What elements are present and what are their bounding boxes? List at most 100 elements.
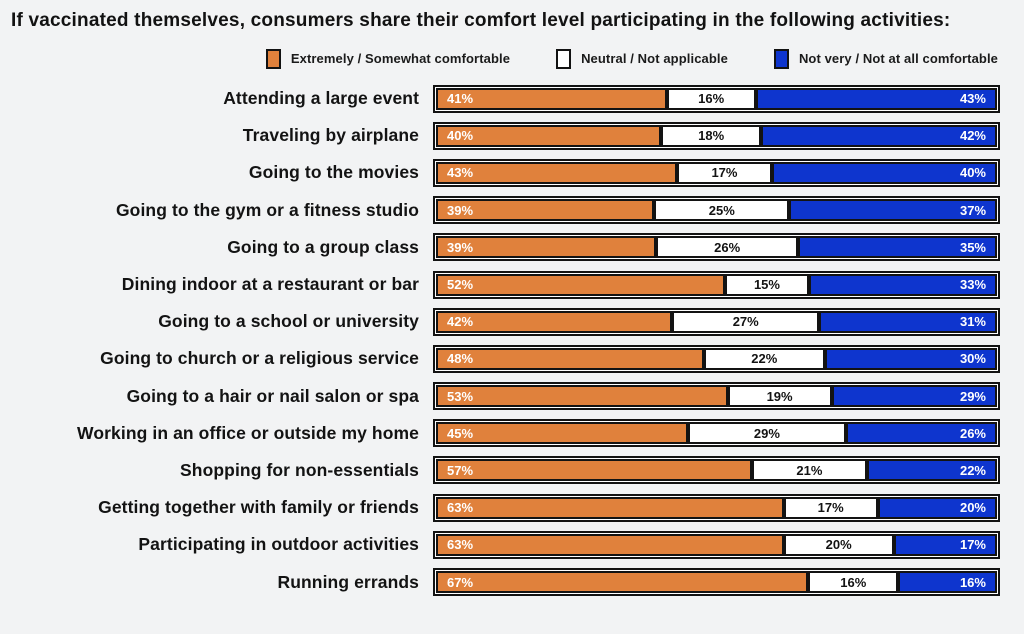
segment-uncomfortable: 29%: [831, 385, 997, 408]
stacked-bar: 53% 19% 29%: [433, 382, 1000, 411]
row-label: Attending a large event: [223, 88, 419, 109]
row-label: Getting together with family or friends: [98, 497, 419, 518]
survey-chart: If vaccinated themselves, consumers shar…: [0, 7, 1024, 634]
row-label: Going to the gym or a fitness studio: [115, 199, 419, 220]
segment-neutral: 16%: [666, 87, 756, 110]
segment-uncomfortable: 16%: [898, 571, 997, 594]
segment-neutral: 18%: [661, 124, 761, 147]
chart-row: Going to a school or university 42% 27% …: [0, 303, 1024, 340]
segment-uncomfortable: 22%: [867, 459, 997, 482]
row-label: Going to the movies: [248, 162, 419, 183]
segment-value: 57%: [447, 462, 474, 478]
segment-value: 63%: [447, 537, 474, 553]
legend-swatch-icon: [773, 48, 789, 69]
segment-value: 33%: [959, 277, 987, 293]
segment-neutral: 16%: [808, 571, 899, 594]
chart-row: Going to a hair or nail salon or spa 53%…: [0, 378, 1024, 415]
segment-value: 53%: [447, 388, 474, 404]
segment-value: 26%: [959, 425, 986, 441]
row-label: Participating in outdoor activities: [138, 534, 419, 555]
segment-neutral: 27%: [672, 310, 820, 333]
segment-value: 21%: [796, 462, 823, 478]
legend-item-label: Neutral / Not applicable: [581, 51, 728, 66]
segment-comfortable: 43%: [436, 161, 678, 184]
segment-uncomfortable: 20%: [877, 496, 997, 519]
segment-value: 17%: [711, 165, 738, 181]
stacked-bar: 39% 26% 35%: [433, 233, 1000, 262]
segment-neutral: 21%: [751, 459, 868, 482]
segment-value: 31%: [959, 314, 986, 330]
segment-value: 67%: [447, 574, 474, 590]
segment-value: 20%: [825, 537, 852, 553]
stacked-bar: 52% 15% 33%: [433, 270, 1000, 299]
segment-value: 29%: [959, 388, 986, 404]
segment-comfortable: 52%: [436, 273, 726, 296]
segment-value: 17%: [959, 537, 986, 553]
segment-value: 25%: [708, 202, 735, 218]
segment-neutral: 22%: [703, 347, 825, 370]
segment-value: 16%: [840, 574, 867, 590]
stacked-bar: 48% 22% 30%: [433, 344, 1000, 373]
segment-value: 39%: [447, 239, 474, 255]
segment-comfortable: 48%: [436, 347, 704, 370]
segment-comfortable: 53%: [436, 385, 728, 408]
chart-row: Going to church or a religious service 4…: [0, 340, 1024, 377]
chart-row: Running errands 67% 16% 16%: [0, 563, 1024, 600]
segment-value: 42%: [959, 128, 986, 144]
segment-uncomfortable: 42%: [760, 124, 997, 147]
row-label: Going to church or a religious service: [100, 348, 419, 369]
segment-comfortable: 42%: [436, 310, 673, 333]
stacked-bar: 43% 17% 40%: [433, 158, 1000, 187]
legend-item-label: Not very / Not at all comfortable: [798, 51, 998, 66]
segment-value: 40%: [959, 165, 986, 181]
segment-value: 19%: [766, 388, 793, 404]
chart-row: Shopping for non-essentials 57% 21% 22%: [0, 452, 1024, 489]
segment-uncomfortable: 17%: [893, 533, 997, 556]
segment-value: 39%: [447, 202, 474, 218]
rows: Attending a large event 41% 16% 43% Trav…: [0, 80, 1024, 601]
segment-value: 30%: [959, 351, 986, 367]
segment-value: 43%: [447, 165, 474, 181]
legend-swatch-icon: [265, 48, 281, 69]
stacked-bar: 40% 18% 42%: [433, 121, 1000, 150]
segment-neutral: 17%: [677, 161, 772, 184]
segment-comfortable: 57%: [436, 459, 752, 482]
segment-uncomfortable: 37%: [789, 199, 998, 222]
segment-value: 15%: [753, 277, 780, 293]
stacked-bar: 67% 16% 16%: [433, 568, 1000, 597]
segment-value: 29%: [753, 425, 780, 441]
segment-comfortable: 39%: [436, 236, 657, 259]
chart-row: Getting together with family or friends …: [0, 489, 1024, 526]
chart-row: Traveling by airplane 40% 18% 42%: [0, 117, 1024, 154]
segment-value: 16%: [959, 574, 986, 590]
segment-value: 22%: [959, 462, 986, 478]
segment-neutral: 25%: [654, 199, 790, 222]
segment-value: 18%: [698, 128, 725, 144]
chart-row: Dining indoor at a restaurant or bar 52%…: [0, 266, 1024, 303]
legend-item: Extremely / Somewhat comfortable: [265, 48, 510, 69]
legend-item: Not very / Not at all comfortable: [773, 48, 998, 69]
segment-uncomfortable: 35%: [798, 236, 997, 259]
segment-value: 41%: [447, 91, 474, 107]
segment-neutral: 29%: [687, 422, 846, 445]
segment-uncomfortable: 26%: [845, 422, 997, 445]
segment-comfortable: 63%: [436, 496, 784, 519]
stacked-bar: 42% 27% 31%: [433, 307, 1000, 336]
row-label: Running errands: [277, 571, 419, 592]
segment-value: 22%: [751, 351, 778, 367]
stacked-bar: 63% 17% 20%: [433, 493, 1000, 522]
segment-value: 43%: [959, 91, 986, 107]
chart-row: Participating in outdoor activities 63% …: [0, 526, 1024, 563]
stacked-bar: 41% 16% 43%: [433, 84, 1000, 113]
segment-uncomfortable: 40%: [771, 161, 997, 184]
chart-row: Working in an office or outside my home …: [0, 415, 1024, 452]
segment-value: 48%: [447, 351, 474, 367]
segment-uncomfortable: 30%: [824, 347, 997, 370]
segment-uncomfortable: 31%: [819, 310, 997, 333]
stacked-bar: 45% 29% 26%: [433, 419, 1000, 448]
row-label: Going to a school or university: [158, 311, 419, 332]
row-label: Shopping for non-essentials: [180, 459, 419, 480]
segment-comfortable: 45%: [436, 422, 688, 445]
row-label: Working in an office or outside my home: [77, 422, 419, 443]
segment-neutral: 19%: [727, 385, 832, 408]
